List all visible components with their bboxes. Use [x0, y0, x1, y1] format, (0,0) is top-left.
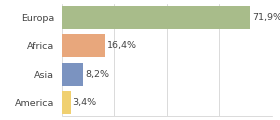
Bar	[62, 63, 83, 86]
Text: 71,9%: 71,9%	[253, 13, 280, 22]
Text: 8,2%: 8,2%	[85, 70, 109, 79]
Bar	[62, 91, 71, 114]
Text: 3,4%: 3,4%	[73, 98, 97, 107]
Bar	[62, 6, 250, 29]
Bar	[62, 34, 105, 57]
Text: 16,4%: 16,4%	[107, 41, 137, 50]
